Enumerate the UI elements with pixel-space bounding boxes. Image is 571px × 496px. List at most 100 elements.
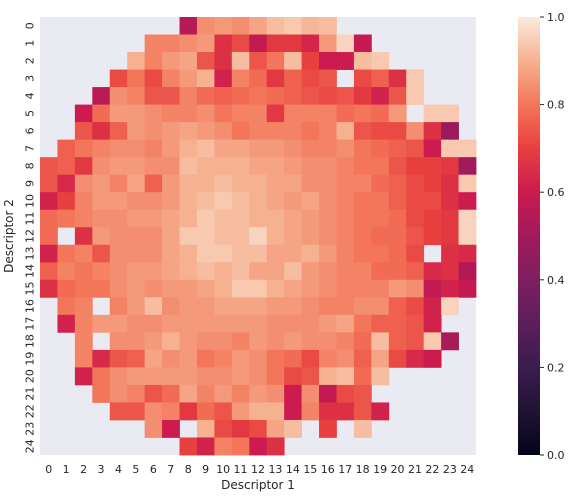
heatmap-cell [406, 69, 425, 88]
heatmap-cell [144, 314, 163, 333]
heatmap-cell [196, 34, 215, 53]
heatmap-cell [266, 157, 285, 176]
y-tick-label: 19 [24, 352, 37, 366]
heatmap-cell [423, 174, 442, 193]
heatmap-cell [319, 139, 337, 158]
heatmap-cell [196, 192, 215, 211]
heatmap-cell [266, 262, 285, 281]
heatmap-cell [214, 157, 233, 176]
heatmap-cell [388, 314, 407, 333]
colorbar-tick-label: 0.0 [547, 449, 565, 462]
heatmap-cell [162, 192, 180, 211]
heatmap-cell [162, 279, 180, 298]
heatmap-cell [74, 262, 93, 281]
heatmap-cell [196, 157, 215, 176]
heatmap-cell [74, 209, 93, 228]
y-tick-label: 18 [24, 334, 37, 348]
heatmap-cell [162, 419, 180, 438]
x-tick-label: 21 [408, 463, 422, 476]
heatmap-cell [249, 17, 268, 35]
heatmap-cell [144, 69, 163, 88]
heatmap-cell [406, 262, 425, 281]
heatmap-cell [231, 419, 250, 438]
heatmap-cell [319, 262, 337, 281]
heatmap-cell [57, 174, 76, 193]
heatmap-cell [406, 279, 425, 298]
heatmap-cell [214, 174, 233, 193]
heatmap-cell [231, 262, 250, 281]
heatmap-cell [127, 227, 146, 246]
heatmap-cell [196, 17, 215, 35]
heatmap-cell [458, 157, 477, 176]
heatmap-cell [57, 209, 76, 228]
x-tick-label: 0 [45, 463, 52, 476]
heatmap-cell [336, 367, 355, 386]
heatmap-cell [231, 437, 250, 456]
heatmap-cell [231, 87, 250, 105]
heatmap-cell [301, 262, 320, 281]
heatmap-cell [441, 209, 459, 228]
heatmap-cell [458, 209, 477, 228]
heatmap-cell [249, 279, 268, 298]
heatmap-cell [353, 157, 372, 176]
heatmap-cell [214, 87, 233, 105]
heatmap-cell [214, 104, 233, 123]
heatmap-cell [214, 279, 233, 298]
heatmap-cell [214, 17, 233, 35]
heatmap-cell [441, 122, 459, 141]
x-tick-label: 10 [216, 463, 230, 476]
heatmap-cell [231, 69, 250, 88]
heatmap-cell [284, 34, 302, 53]
heatmap-cell [406, 244, 425, 263]
heatmap-cell [231, 297, 250, 316]
heatmap-cell [127, 367, 146, 386]
heatmap-cell [57, 244, 76, 263]
heatmap-cell [162, 367, 180, 386]
heatmap-cell [162, 332, 180, 351]
heatmap-cell [266, 419, 285, 438]
heatmap-cell [284, 192, 302, 211]
heatmap-cell [423, 349, 442, 368]
heatmap-cell [92, 209, 111, 228]
y-tick-label: 22 [24, 404, 37, 418]
heatmap-cell [109, 244, 128, 263]
x-tick-label: 14 [286, 463, 300, 476]
heatmap-cell [336, 332, 355, 351]
heatmap-cell [353, 244, 372, 263]
heatmap-cell [92, 314, 111, 333]
heatmap-cells [40, 17, 477, 456]
heatmap-cell [74, 332, 93, 351]
heatmap-cell [319, 157, 337, 176]
y-tick-label: 23 [24, 422, 37, 436]
heatmap-cell [162, 69, 180, 88]
heatmap-cell [214, 227, 233, 246]
heatmap-cell [406, 209, 425, 228]
x-tick-label: 20 [391, 463, 405, 476]
heatmap-cell [249, 104, 268, 123]
heatmap-cell [284, 384, 302, 403]
heatmap-cell [353, 52, 372, 70]
heatmap-cell [144, 157, 163, 176]
heatmap-cell [179, 227, 198, 246]
heatmap-cell [301, 192, 320, 211]
heatmap-cell [301, 332, 320, 351]
heatmap-cell [162, 104, 180, 123]
heatmap-cell [127, 384, 146, 403]
heatmap-cell [371, 139, 390, 158]
heatmap-cell [214, 139, 233, 158]
heatmap-cell [179, 279, 198, 298]
heatmap-cell [214, 69, 233, 88]
heatmap-cell [266, 69, 285, 88]
heatmap-cell [353, 349, 372, 368]
colorbar-tick-label: 0.6 [547, 186, 565, 199]
heatmap-cell [40, 262, 58, 281]
heatmap-cell [127, 122, 146, 141]
heatmap-cell [353, 384, 372, 403]
x-axis-label: Descriptor 1 [221, 478, 295, 492]
heatmap-cell [301, 157, 320, 176]
y-tick-label: 8 [24, 162, 37, 169]
heatmap-cell [353, 227, 372, 246]
heatmap-cell [371, 332, 390, 351]
heatmap-cell [127, 69, 146, 88]
heatmap-cell [266, 437, 285, 456]
